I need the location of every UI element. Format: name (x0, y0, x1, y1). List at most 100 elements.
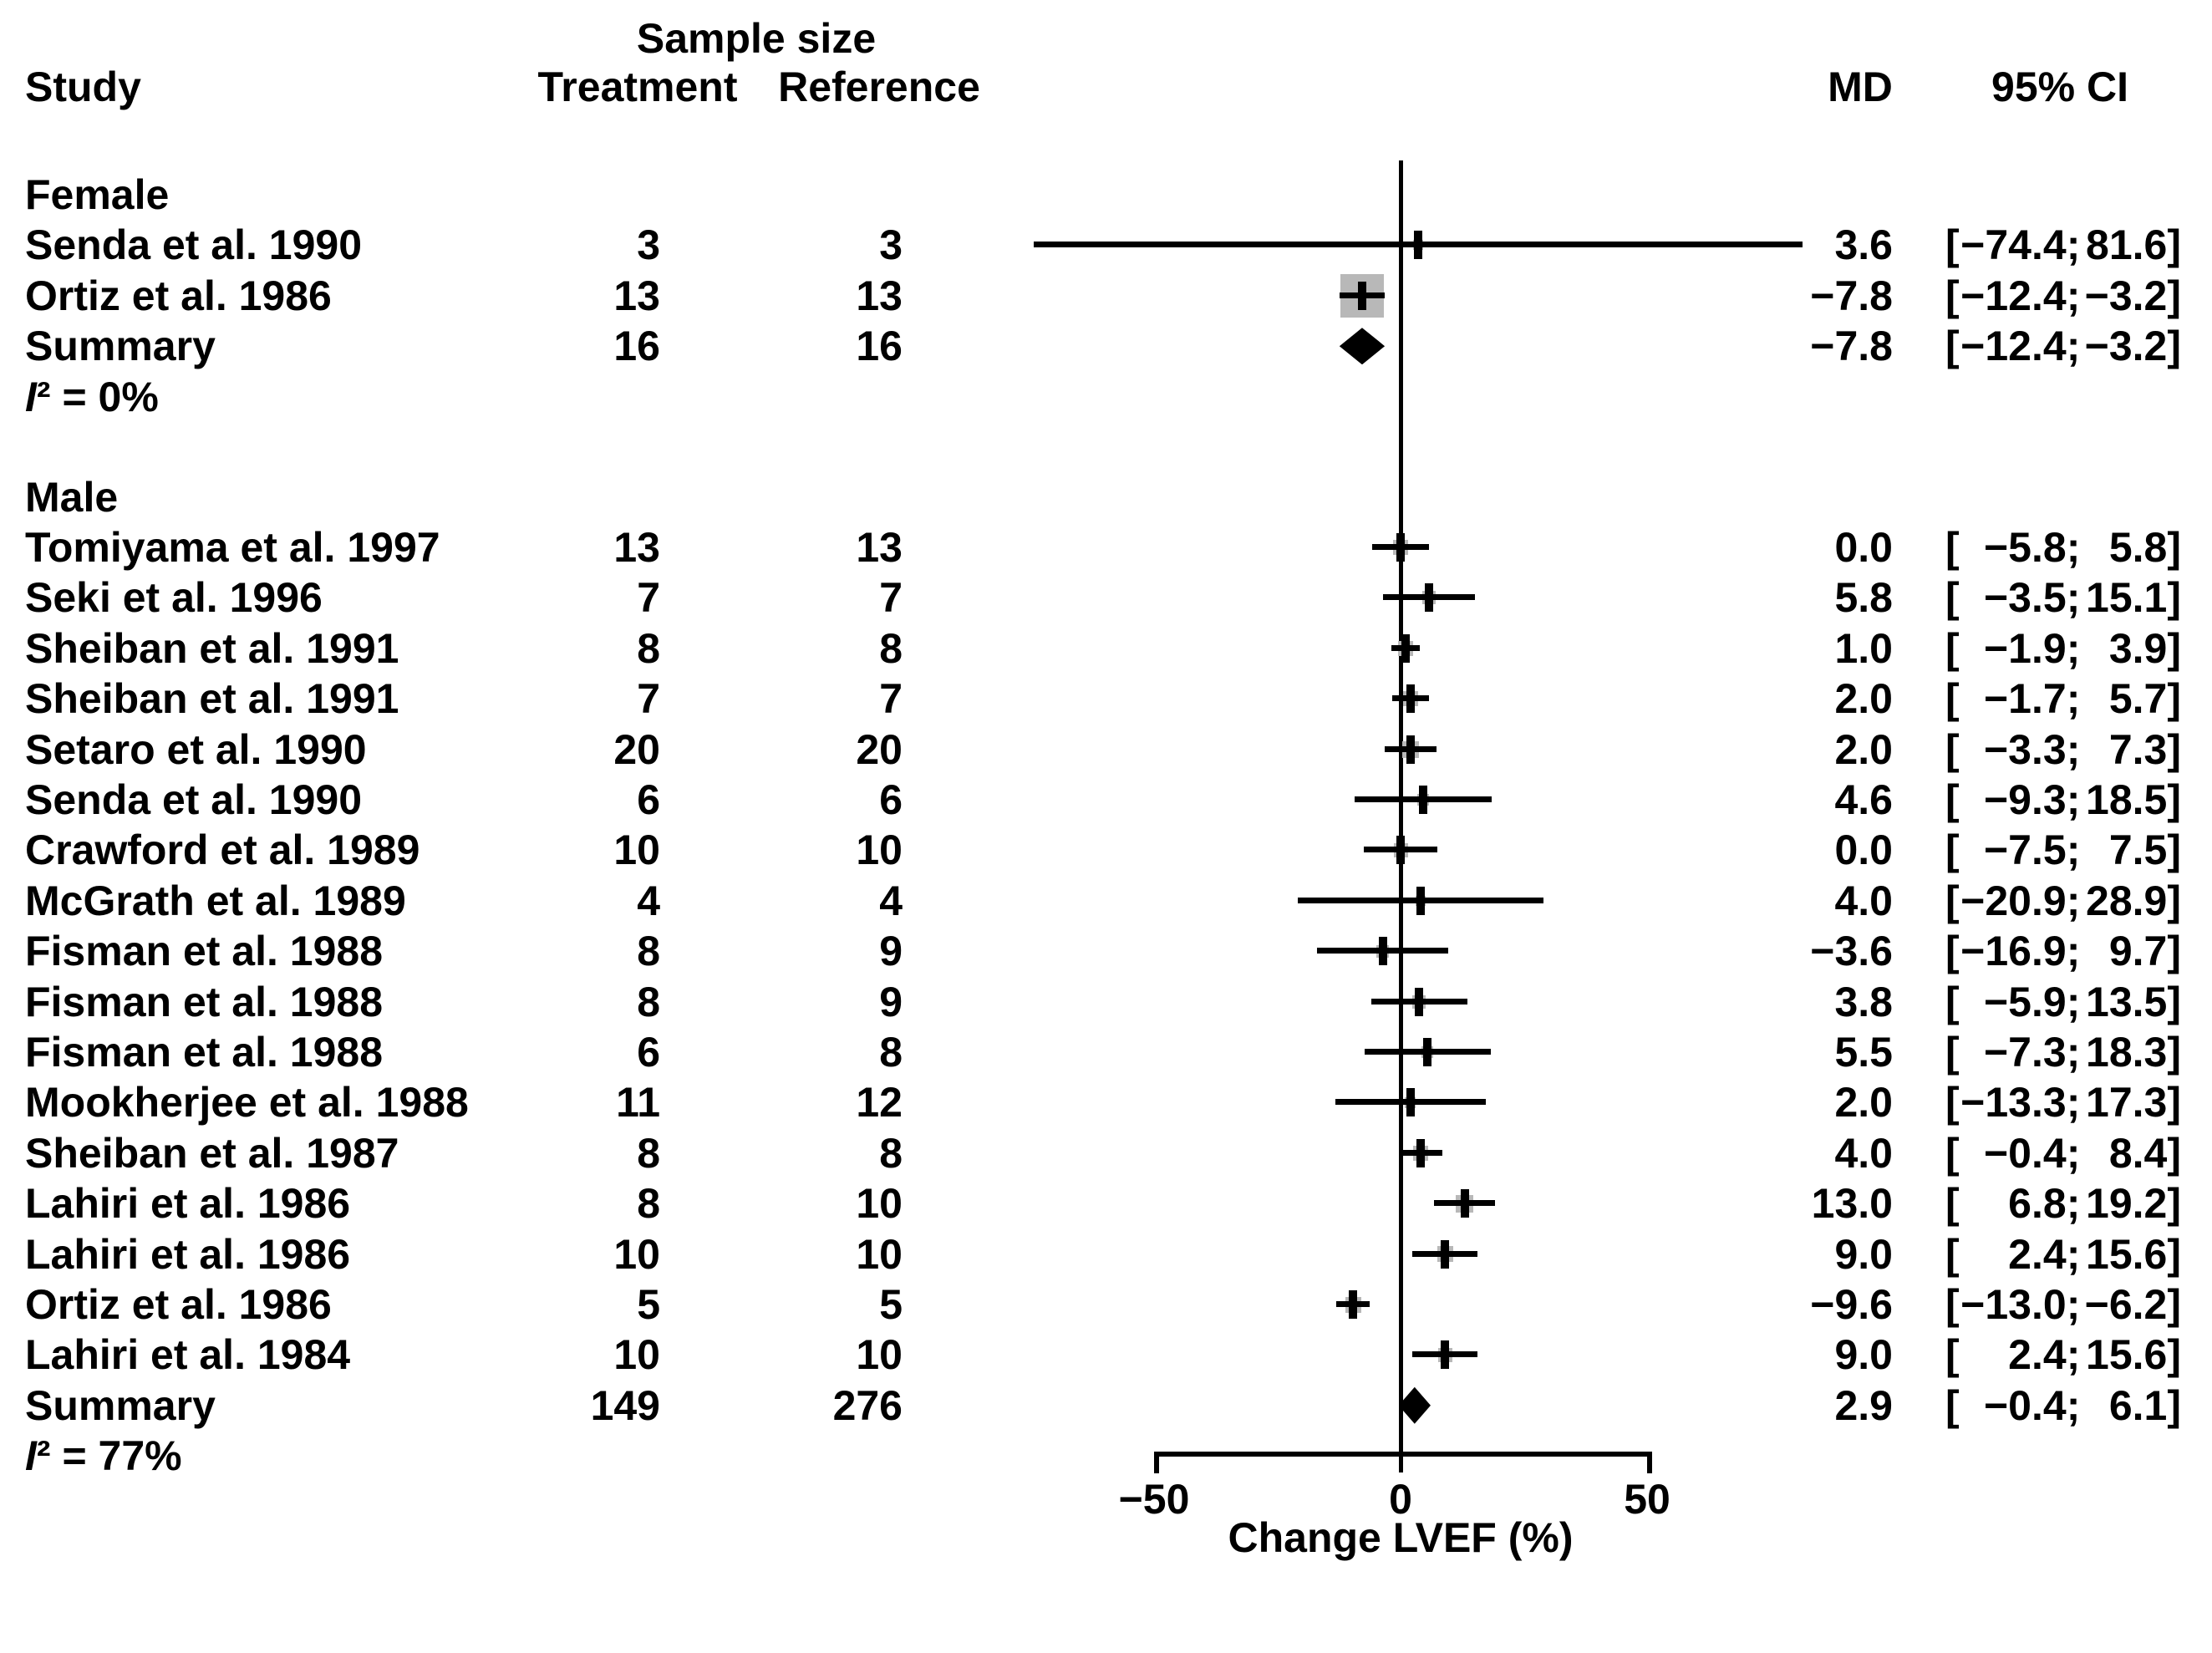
group-label: Male (25, 473, 119, 521)
treatment-count: 10 (613, 1331, 660, 1379)
ci-text: [−3.3; 7.3] (1945, 725, 2181, 773)
reference-count: 276 (832, 1381, 903, 1429)
x-axis-title: Change LVEF (%) (1228, 1514, 1574, 1561)
treatment-count: 6 (637, 776, 660, 823)
study-label: Lahiri et al. 1986 (25, 1230, 351, 1278)
md-value: 4.6 (1834, 776, 1893, 823)
md-marker (1415, 987, 1424, 1016)
study-label: Tomiyama et al. 1997 (25, 524, 440, 571)
ci-text: [−1.7; 5.7] (1945, 675, 2181, 723)
md-marker (1441, 1239, 1450, 1269)
x-axis-line (1154, 1452, 1647, 1457)
reference-count: 4 (879, 877, 903, 924)
ci-text: [−74.4; 81.6] (1945, 221, 2181, 269)
md-value: 2.0 (1834, 725, 1893, 773)
reference-count: 10 (856, 1331, 903, 1379)
treatment-count: 149 (590, 1381, 660, 1429)
summary-label: Summary (25, 1381, 216, 1429)
study-label: Lahiri et al. 1986 (25, 1180, 351, 1228)
treatment-count: 13 (613, 524, 660, 571)
md-value: −7.8 (1810, 323, 1893, 370)
x-axis-tick-label: 50 (1624, 1476, 1670, 1523)
ci-text: [−13.3; 17.3] (1945, 1079, 2181, 1127)
study-label: Crawford et al. 1989 (25, 826, 420, 874)
md-value: 0.0 (1834, 826, 1893, 874)
treatment-count: 8 (637, 1180, 660, 1228)
header-sample-size: Sample size (636, 15, 877, 62)
reference-count: 10 (856, 1180, 903, 1228)
treatment-count: 8 (637, 1129, 660, 1177)
x-axis-tick-label: 0 (1389, 1476, 1412, 1523)
md-value: 2.0 (1834, 1079, 1893, 1127)
header-md: MD (1828, 64, 1893, 110)
study-label: Seki et al. 1996 (25, 574, 323, 622)
ci-text: [−0.4; 8.4] (1945, 1129, 2181, 1177)
reference-count: 9 (879, 978, 903, 1025)
treatment-count: 13 (613, 272, 660, 319)
reference-count: 16 (856, 323, 903, 370)
reference-count: 8 (879, 1129, 903, 1177)
ci-text: [−5.8; 5.8] (1945, 524, 2181, 571)
ci-text: [−9.3; 18.5] (1945, 776, 2181, 823)
md-marker (1441, 1340, 1450, 1370)
study-label: Sheiban et al. 1991 (25, 624, 399, 672)
treatment-count: 3 (637, 221, 660, 269)
x-axis-end-tick (1154, 1452, 1159, 1473)
summary-label: Summary (25, 323, 216, 370)
md-marker (1416, 886, 1425, 915)
treatment-count: 10 (613, 826, 660, 874)
reference-count: 3 (879, 221, 903, 269)
md-marker (1401, 633, 1410, 663)
md-marker (1396, 836, 1405, 865)
reference-count: 5 (879, 1281, 903, 1328)
study-label: Lahiri et al. 1984 (25, 1331, 351, 1379)
summary-diamond (1398, 1386, 1431, 1424)
md-value: 0.0 (1834, 524, 1893, 571)
ci-text: [−0.4; 6.1] (1945, 1381, 2181, 1429)
reference-count: 10 (856, 1230, 903, 1278)
study-label: Ortiz et al. 1986 (25, 1281, 332, 1328)
md-marker (1416, 1138, 1425, 1167)
ci-text: [−7.3; 18.3] (1945, 1029, 2181, 1076)
study-label: Mookherjee et al. 1988 (25, 1079, 469, 1127)
ci-text: [−12.4; −3.2] (1945, 272, 2181, 319)
reference-count: 6 (879, 776, 903, 823)
study-label: Setaro et al. 1990 (25, 725, 367, 773)
md-value: 4.0 (1834, 877, 1893, 924)
summary-diamond (1339, 328, 1386, 365)
group-label: Female (25, 171, 170, 218)
treatment-count: 7 (637, 675, 660, 723)
md-value: 1.0 (1834, 624, 1893, 672)
treatment-count: 5 (637, 1281, 660, 1328)
md-marker (1425, 583, 1434, 613)
md-value: 9.0 (1834, 1230, 1893, 1278)
md-marker (1460, 1189, 1469, 1218)
md-marker (1378, 937, 1387, 966)
reference-count: 13 (856, 524, 903, 571)
md-marker (1406, 735, 1415, 764)
study-label: Sheiban et al. 1991 (25, 675, 399, 723)
md-value: 4.0 (1834, 1129, 1893, 1177)
study-label: Senda et al. 1990 (25, 221, 363, 269)
md-marker (1396, 533, 1405, 562)
ci-text: [−3.5; 15.1] (1945, 574, 2181, 622)
study-label: Fisman et al. 1988 (25, 978, 384, 1025)
ci-text: [−7.5; 7.5] (1945, 826, 2181, 874)
study-label: Ortiz et al. 1986 (25, 272, 332, 319)
heterogeneity-label: I² = 0% (25, 373, 159, 420)
header-reference: Reference (778, 64, 980, 110)
ci-text: [−5.9; 13.5] (1945, 978, 2181, 1025)
md-marker (1419, 786, 1428, 814)
reference-count: 8 (879, 1029, 903, 1076)
treatment-count: 4 (637, 877, 660, 924)
treatment-count: 11 (616, 1079, 660, 1127)
md-value: 5.5 (1834, 1029, 1893, 1076)
md-value: −9.6 (1810, 1281, 1893, 1328)
study-label: Sheiban et al. 1987 (25, 1129, 399, 1177)
ci-text: [−12.4; −3.2] (1945, 323, 2181, 370)
ci-text: [6.8; 19.2] (1945, 1180, 2181, 1228)
study-label: McGrath et al. 1989 (25, 877, 406, 924)
md-value: −7.8 (1810, 272, 1893, 319)
treatment-count: 20 (613, 725, 660, 773)
